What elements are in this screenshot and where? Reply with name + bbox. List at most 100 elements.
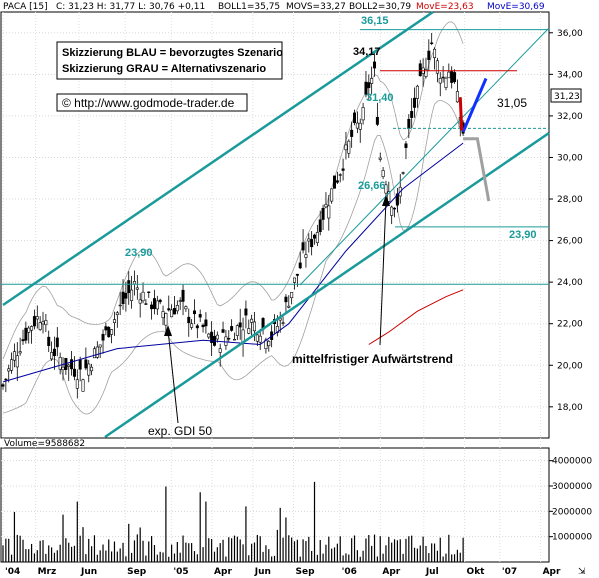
header-boll1: BOLL1=35,75: [218, 2, 280, 12]
x-tick-label: Mrz: [38, 567, 57, 577]
candle-body: [390, 206, 394, 216]
candle-body: [218, 348, 222, 353]
volume-tick-label: 2000000: [552, 507, 592, 517]
candle-body: [224, 336, 228, 346]
legend-line-blue: Skizzierung BLAU = bevorzugtes Szenario: [62, 47, 283, 59]
candle-body: [232, 338, 236, 341]
x-tick-label: Jul: [425, 567, 439, 577]
candle-body: [418, 63, 422, 77]
candle-body: [301, 242, 305, 251]
candle-body: [267, 341, 271, 346]
level-label-2390-right: 23,90: [509, 229, 537, 241]
alternative-scenario-line: [463, 137, 491, 202]
candle-body: [235, 325, 239, 336]
trend-annotation: mittelfristiger Aufwärtstrend: [292, 352, 453, 366]
candle-body: [192, 310, 196, 315]
volume-layer: [2, 481, 464, 562]
candle-body: [18, 351, 22, 354]
candle-body: [67, 364, 71, 367]
y-tick-label: 30,00: [557, 153, 583, 163]
x-tick-label: Jun: [80, 567, 97, 577]
candle-body: [344, 144, 348, 151]
candle-body: [144, 303, 148, 305]
trend-arrow-line: [379, 199, 387, 346]
x-tick-label: Apr: [214, 567, 232, 577]
volume-label: Volume=9588682: [4, 439, 85, 449]
candle-body: [58, 357, 62, 370]
channel-lower-line: [104, 131, 550, 439]
candle-body: [258, 335, 262, 343]
candle-body: [47, 336, 51, 346]
candle-body: [27, 327, 31, 333]
x-tick-label: Jun: [254, 567, 271, 577]
level-label-3417: 34,17: [353, 46, 381, 58]
candle-body: [90, 366, 94, 372]
candle-body: [250, 318, 254, 323]
candle-body: [181, 289, 185, 302]
ema200-line: [368, 289, 464, 345]
candle-body: [210, 331, 214, 343]
candle-body: [350, 129, 354, 137]
x-tick-label: '04: [5, 567, 20, 577]
candle-body: [175, 305, 179, 312]
scroll-corner-icon[interactable]: ⇲: [578, 567, 586, 577]
candle-body: [21, 339, 25, 342]
candle-body: [138, 299, 142, 304]
candle-body: [384, 184, 388, 194]
candle-body: [387, 191, 391, 202]
last-price-badge-text: 31,23: [554, 92, 580, 102]
copyright-box: [56, 93, 248, 112]
candle-body: [404, 143, 408, 148]
candle-body: [310, 239, 314, 248]
candle-body: [50, 352, 54, 360]
candle-body: [441, 76, 445, 79]
candle-body: [370, 78, 374, 84]
overlay-layer: [1, 10, 550, 439]
recent-drop-marker: [458, 97, 464, 131]
candle-body: [15, 355, 19, 368]
candle-body: [244, 308, 248, 316]
candle-body: [92, 348, 96, 359]
candle-body: [395, 193, 399, 206]
candle-body: [238, 322, 242, 328]
ema-arrow-line: [167, 329, 179, 424]
candle-body: [41, 321, 45, 325]
channel-inner-line: [299, 27, 550, 286]
candle-body: [287, 305, 291, 308]
x-tick-label: '07: [502, 567, 517, 577]
candle-body: [150, 304, 154, 310]
candle-body: [61, 366, 65, 371]
candle-body: [104, 326, 108, 331]
x-tick-label: Sep: [127, 567, 147, 577]
candle-body: [167, 308, 171, 311]
candle-body: [172, 308, 176, 315]
header-symbol: PACA [15]: [3, 2, 48, 12]
channel-upper-line: [2, 10, 434, 307]
candle-body: [347, 140, 351, 154]
legend-line-grey: Skizzierung GRAU = Alternativszenario: [62, 63, 266, 75]
candle-body: [32, 316, 36, 327]
candle-body: [358, 122, 362, 130]
header-ohlc: C: 31,23 H: 31,77 L: 30,76 +0,11: [56, 2, 205, 12]
candle-body: [184, 306, 188, 310]
candle-body: [227, 338, 231, 340]
candle-body: [24, 327, 28, 341]
ema50-line: [2, 142, 464, 383]
candle-body: [81, 379, 85, 392]
legend-box: [56, 41, 283, 80]
candle-body: [4, 378, 8, 381]
header-movs: MOVS=33,27: [286, 2, 346, 12]
candle-body: [107, 327, 111, 338]
candle-body: [178, 300, 182, 302]
copyright-text: © http://www.godmode-trader.de: [62, 96, 235, 110]
candle-body: [84, 359, 88, 369]
axis-layer: 18,00 20,00 22,00 24,00 26,00 28,00 30,00 32,00…: [5, 29, 592, 577]
candle-body: [293, 277, 297, 283]
candle-body: [290, 292, 294, 299]
candles-layer: [1, 32, 465, 399]
candle-body: [30, 326, 34, 331]
candle-body: [101, 333, 105, 341]
y-tick-label: 22,00: [557, 320, 583, 330]
candle-body: [435, 60, 439, 74]
